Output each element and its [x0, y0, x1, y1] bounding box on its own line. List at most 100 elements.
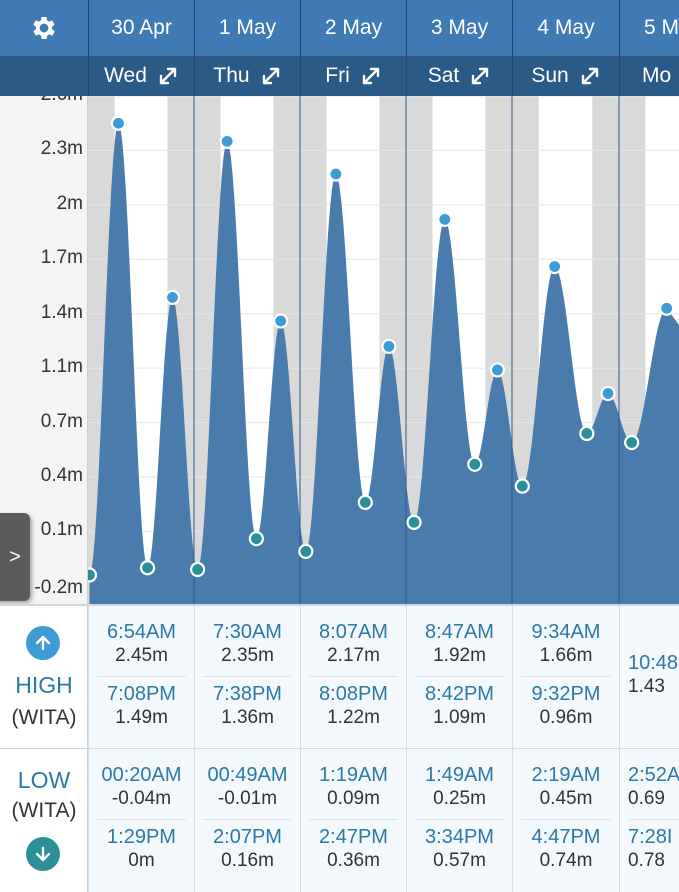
day-expand-button[interactable]: Sun: [513, 56, 619, 96]
high-label: HIGH: [15, 672, 73, 698]
high-tide-entry: 9:34AM 1.66m: [513, 620, 619, 668]
day-header-3: 3 May Sat: [406, 0, 512, 96]
low-tide-point[interactable]: [298, 543, 314, 559]
low-tide-entry: 4:47PM 0.74m: [513, 825, 619, 873]
high-tide-point[interactable]: [381, 338, 397, 354]
y-tick-label: -0.2m: [34, 577, 83, 598]
high-tide-entry: 7:08PM 1.49m: [89, 682, 194, 730]
tide-time: 8:42PM: [425, 683, 494, 705]
day-dividers: [193, 96, 620, 604]
tide-height: 1.43: [628, 676, 665, 697]
weekday-label: Wed: [104, 64, 147, 87]
day-expand-button[interactable]: Fri: [301, 56, 406, 96]
tide-area: [89, 123, 679, 604]
high-tide-point[interactable]: [547, 258, 563, 275]
high-tide-point[interactable]: [328, 166, 344, 182]
entry-divider: [203, 676, 292, 677]
settings-button[interactable]: [0, 0, 88, 56]
weekday-label: Sun: [531, 64, 569, 87]
high-tide-point[interactable]: [110, 115, 127, 131]
low-day-cell: 1:19AM 0.09m 2:47PM 0.36m: [300, 749, 406, 892]
high-day-cell: 8:07AM 2.17m 8:08PM 1.22m: [300, 606, 406, 748]
header-weekday-bar: [88, 56, 679, 96]
tide-time: 6:54AM: [107, 621, 176, 643]
low-tide-entry: 7:28I 0.78: [620, 825, 679, 873]
low-tide-point[interactable]: [357, 494, 373, 510]
high-tide-point[interactable]: [273, 313, 289, 329]
high-day-cell: 9:34AM 1.66m 9:32PM 0.96m: [512, 606, 619, 748]
low-tide-point[interactable]: [248, 531, 264, 547]
entry-divider: [203, 819, 292, 820]
high-tide-entry: 8:08PM 1.22m: [301, 682, 406, 730]
tide-height: 0.57m: [433, 850, 486, 871]
day-expand-button[interactable]: Wed: [89, 56, 194, 96]
tide-time: 1:29PM: [107, 826, 176, 848]
low-label: LOW: [17, 767, 71, 793]
expand-arrows-icon: [469, 65, 491, 87]
low-tide-point[interactable]: [467, 456, 483, 472]
y-tick-label: 1.1m: [40, 356, 83, 378]
tide-time: 00:20AM: [101, 764, 182, 786]
tide-time: 7:30AM: [213, 621, 282, 643]
tide-time: 1:19AM: [319, 764, 388, 786]
tide-time: 2:52A: [628, 764, 679, 786]
high-tide-point[interactable]: [219, 133, 235, 149]
entry-divider: [97, 676, 186, 677]
low-tide-entry: 2:19AM 0.45m: [513, 763, 619, 811]
tide-time: 9:34AM: [531, 621, 601, 643]
entry-divider: [415, 676, 504, 677]
day-date-label: 5 M: [644, 16, 679, 39]
tide-height: 0m: [128, 850, 155, 871]
high-tide-point[interactable]: [164, 289, 181, 305]
high-tide-point[interactable]: [489, 362, 506, 378]
low-tide-entry: 1:49AM 0.25m: [407, 763, 512, 811]
low-tide-entry: 00:49AM -0.01m: [195, 763, 300, 811]
low-day-cell: 1:49AM 0.25m 3:34PM 0.57m: [406, 749, 512, 892]
high-day-cell: 6:54AM 2.45m 7:08PM 1.49m: [88, 606, 194, 748]
entry-divider: [97, 819, 186, 820]
expand-arrows-icon: [579, 65, 601, 87]
entry-divider: [415, 819, 504, 820]
day-expand-button[interactable]: Sat: [407, 56, 512, 96]
tide-time: 2:19AM: [531, 764, 601, 786]
day-expand-button[interactable]: Thu: [195, 56, 300, 96]
high-tide-point[interactable]: [437, 211, 453, 227]
high-tide-point[interactable]: [600, 385, 616, 402]
y-tick-label: 1.4m: [40, 301, 83, 323]
tide-height: 1.09m: [433, 707, 486, 728]
day-expand-button[interactable]: Mo: [620, 56, 679, 96]
low-tide-point[interactable]: [514, 478, 530, 494]
high-day-cell: 10:48 1.43: [619, 606, 679, 748]
tide-height: 0.45m: [539, 788, 593, 809]
low-tide-point[interactable]: [406, 514, 422, 530]
tide-time: 7:38PM: [213, 683, 282, 705]
weekday-label: Mo: [642, 64, 672, 87]
low-tide-point[interactable]: [139, 560, 156, 576]
low-tide-point[interactable]: [624, 434, 640, 451]
day-date-label: 2 May: [324, 16, 383, 39]
low-day-cell: 00:49AM -0.01m 2:07PM 0.16m: [194, 749, 300, 892]
high-day-cell: 7:30AM 2.35m 7:38PM 1.36m: [194, 606, 300, 748]
high-tide-point[interactable]: [659, 300, 675, 316]
tide-chart: [88, 96, 679, 604]
tide-time: 00:49AM: [207, 764, 288, 786]
expand-arrows-icon: [157, 65, 179, 87]
low-tide-point[interactable]: [190, 561, 206, 578]
tide-time: 3:34PM: [425, 826, 494, 848]
high-tide-entry: 8:42PM 1.09m: [407, 682, 512, 730]
tide-time: 10:48: [628, 652, 679, 674]
high-tide-entry: 10:48 1.43: [620, 651, 679, 699]
expand-panel-tab[interactable]: >: [0, 513, 30, 601]
tide-points: [88, 115, 675, 583]
low-tide-point[interactable]: [579, 425, 595, 442]
tide-height: 1.92m: [433, 645, 486, 666]
high-tide-entry: 7:38PM 1.36m: [195, 682, 300, 730]
weekday-label: Fri: [325, 64, 350, 87]
low-day-cell: 2:52A 0.69 7:28I 0.78: [619, 749, 679, 892]
gear-icon: [33, 17, 55, 39]
tide-time: 2:47PM: [319, 826, 388, 848]
header-corner: [0, 56, 88, 96]
tide-time: 4:47PM: [531, 826, 601, 848]
low-tide-entry: 1:29PM 0m: [89, 825, 194, 873]
low-tide-point[interactable]: [88, 567, 98, 583]
